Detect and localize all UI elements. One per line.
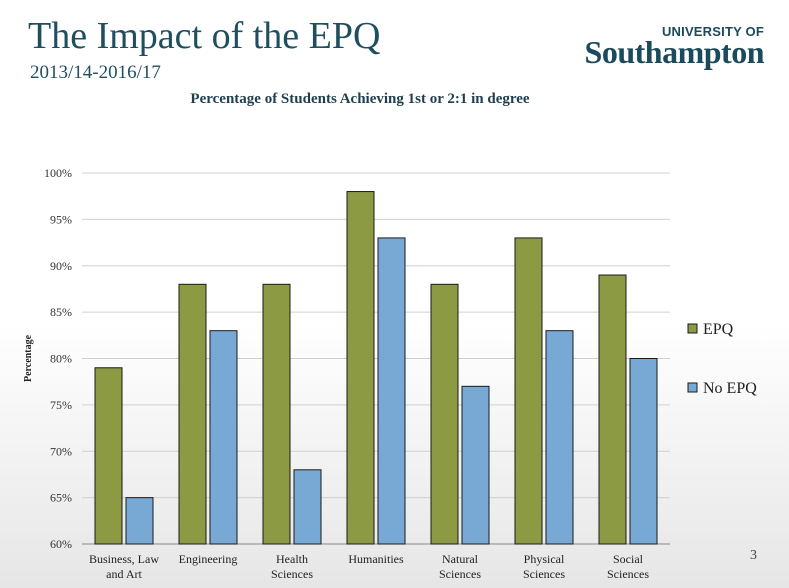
y-tick-label: 65% — [50, 491, 72, 505]
x-category-label: Natural Sciences — [439, 552, 481, 581]
y-tick-label: 75% — [50, 398, 72, 412]
page-title: The Impact of the EPQ — [28, 15, 381, 57]
bar-no-epq — [125, 497, 154, 545]
y-tick-label: 85% — [50, 305, 72, 319]
bar-no-epq — [293, 469, 322, 545]
university-logo: UNIVERSITY OF Southampton — [572, 24, 765, 72]
legend-label: No EPQ — [703, 380, 757, 397]
x-category-label: Physical Sciences — [523, 552, 565, 581]
bar-no-epq — [629, 358, 658, 545]
logo-line2: Southampton — [584, 34, 765, 70]
legend-swatch — [687, 323, 698, 334]
x-category-label-line: Engineering — [179, 552, 238, 566]
x-category-label-line: Humanities — [348, 552, 404, 566]
x-category-label-line: and Art — [106, 567, 142, 581]
y-tick-label: 90% — [50, 259, 72, 273]
bar-epq — [598, 274, 627, 545]
bar-epq — [262, 283, 291, 545]
x-category-label-line: Business, Law — [89, 552, 159, 566]
page-number: 3 — [750, 548, 757, 563]
x-category-label-line: Physical — [524, 552, 565, 566]
bar-epq — [178, 283, 207, 545]
y-tick-label: 100% — [44, 166, 72, 180]
bar-epq — [430, 283, 459, 545]
x-category-label: Health Sciences — [271, 552, 313, 581]
bar-no-epq — [209, 330, 238, 545]
x-category-label-line: Sciences — [439, 567, 481, 581]
bar-no-epq — [545, 330, 574, 545]
bar-epq — [94, 367, 123, 545]
y-axis-label: Percentage — [23, 334, 34, 382]
x-category-label: Humanities — [348, 552, 404, 566]
bar-no-epq — [377, 237, 406, 545]
legend-swatch — [687, 382, 698, 393]
chart-title: Percentage of Students Achieving 1st or … — [190, 91, 530, 107]
x-category-label-line: Natural — [442, 552, 479, 566]
x-category-label: Engineering — [179, 552, 238, 566]
y-tick-label: 70% — [50, 444, 72, 458]
y-tick-label: 80% — [50, 352, 72, 366]
x-category-label-line: Sciences — [607, 567, 649, 581]
page-subtitle: 2013/14-2016/17 — [30, 62, 161, 83]
x-category-label-line: Sciences — [523, 567, 565, 581]
bar-epq — [346, 191, 375, 545]
x-category-label-line: Sciences — [271, 567, 313, 581]
bar-no-epq — [461, 385, 490, 545]
y-tick-label: 95% — [50, 212, 72, 226]
x-category-label: Social Sciences — [607, 552, 649, 581]
logo-line1: UNIVERSITY OF — [661, 24, 764, 39]
bar-epq — [514, 237, 543, 545]
legend-label: EPQ — [703, 321, 734, 338]
y-tick-label: 60% — [50, 537, 72, 551]
x-category-label: Business, Law and Art — [89, 552, 159, 581]
x-category-label-line: Health — [276, 552, 308, 566]
x-category-label-line: Social — [613, 552, 644, 566]
